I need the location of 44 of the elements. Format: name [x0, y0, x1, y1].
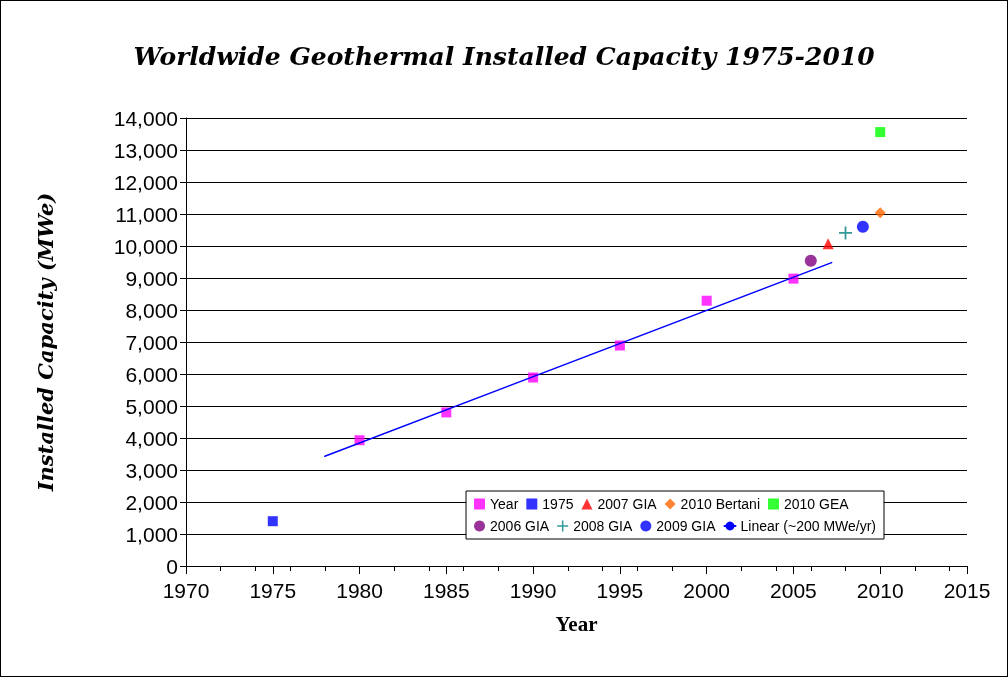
x-tick-label: 2015 [943, 579, 991, 602]
x-tick-label: 2005 [770, 579, 817, 602]
point [875, 127, 886, 138]
y-tick-label: 0 [166, 554, 178, 578]
y-tick-label: 9,000 [125, 266, 178, 290]
point [804, 254, 817, 267]
legend-label: 2009 GIA [656, 518, 717, 534]
point [856, 220, 869, 233]
x-tick-label: 2010 [856, 579, 904, 602]
point [822, 238, 834, 250]
x-tick-label: 1985 [422, 579, 470, 602]
x-tick-label: 1990 [509, 579, 557, 602]
y-tick-label: 11,000 [115, 202, 178, 226]
x-tick-label: 1975 [249, 579, 297, 602]
y-tick-label: 6,000 [125, 362, 178, 386]
legend-label: 2008 GIA [573, 518, 633, 534]
y-tick-label: 3,000 [125, 458, 178, 482]
legend-label: 2006 GIA [490, 518, 550, 534]
x-axis-title: Year [555, 611, 598, 636]
y-tick-label: 8,000 [125, 298, 178, 322]
point [267, 516, 278, 527]
legend-label: Year [490, 496, 519, 512]
y-tick-label: 14,000 [113, 106, 178, 130]
x-tick-label: 1970 [162, 579, 210, 602]
y-tick-label: 10,000 [113, 234, 178, 258]
y-tick-label: 12,000 [113, 170, 178, 194]
legend-label: 2007 GIA [597, 496, 658, 512]
legend-label: 1975 [542, 496, 574, 512]
legend-label: 2010 Bertani [680, 496, 761, 512]
x-tick-label: 2000 [683, 579, 731, 602]
y-tick-label: 7,000 [125, 330, 178, 354]
point [874, 207, 886, 219]
legend-label: Linear (~200 MWe/yr) [740, 518, 876, 534]
point [701, 295, 712, 306]
y-tick-label: 5,000 [125, 394, 178, 418]
y-tick-label: 2,000 [125, 490, 178, 514]
y-axis-title: Installed Capacity (MWe) [33, 192, 58, 493]
y-tick-label: 13,000 [113, 138, 178, 162]
chart-title: Worldwide Geothermal Installed Capacity 1975-2010 [133, 42, 876, 71]
y-tick-label: 4,000 [125, 426, 178, 450]
x-tick-label: 1980 [336, 579, 383, 602]
legend-label: 2010 GEA [784, 496, 850, 512]
x-tick-label: 1995 [596, 579, 644, 602]
y-tick-label: 1,000 [125, 522, 178, 546]
